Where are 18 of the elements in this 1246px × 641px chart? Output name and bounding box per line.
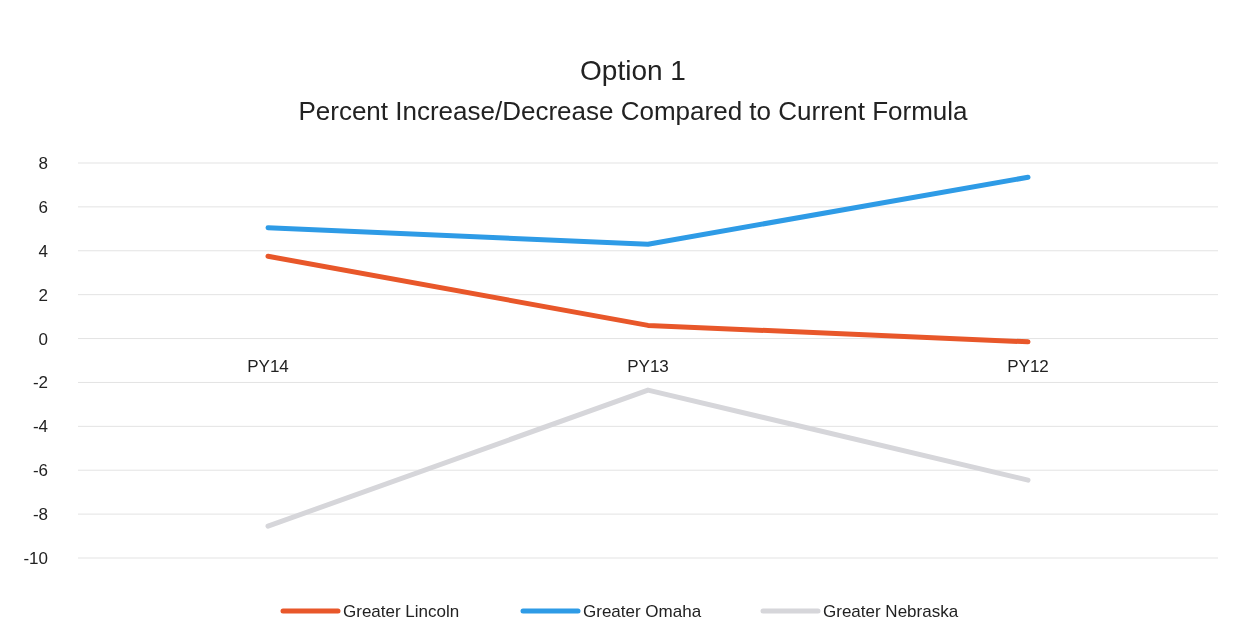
y-tick-label: 2	[38, 285, 48, 305]
y-tick-label: -4	[32, 417, 48, 437]
y-tick-label: -10	[23, 548, 48, 568]
y-tick-label: 6	[38, 197, 48, 217]
y-tick-label: -2	[32, 373, 48, 393]
y-tick-label: 0	[38, 329, 48, 349]
x-tick-label: PY14	[247, 356, 289, 376]
x-tick-label: PY12	[1007, 356, 1049, 376]
x-tick-label: PY13	[627, 356, 669, 376]
y-tick-label: 8	[38, 153, 48, 173]
legend-label: Greater Omaha	[583, 601, 702, 621]
y-tick-label: -8	[32, 505, 48, 525]
chart-subtitle: Percent Increase/Decrease Compared to Current Formula	[298, 96, 969, 126]
chart-title: Option 1	[580, 55, 686, 86]
y-tick-label: -6	[32, 461, 48, 481]
y-tick-label: 4	[38, 241, 48, 261]
legend-label: Greater Nebraska	[823, 601, 959, 621]
legend-label: Greater Lincoln	[343, 601, 460, 621]
